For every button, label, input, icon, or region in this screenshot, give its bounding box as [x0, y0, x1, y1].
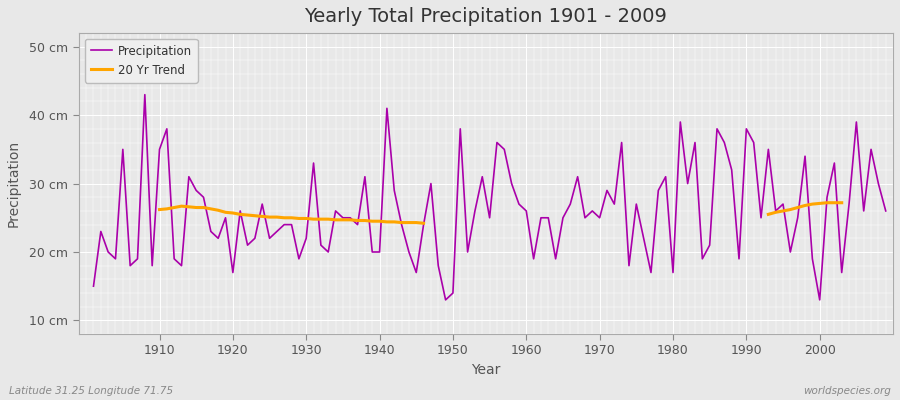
20 Yr Trend: [367, 219, 378, 224]
Y-axis label: Precipitation: Precipitation: [7, 140, 21, 227]
20 Yr Trend: [198, 205, 209, 210]
20 Yr Trend: [279, 215, 290, 220]
20 Yr Trend: [301, 216, 311, 221]
X-axis label: Year: Year: [472, 363, 500, 377]
20 Yr Trend: [228, 210, 238, 215]
Precipitation: [440, 298, 451, 302]
20 Yr Trend: [374, 219, 385, 224]
20 Yr Trend: [272, 215, 283, 220]
20 Yr Trend: [154, 207, 165, 212]
20 Yr Trend: [345, 218, 356, 222]
Line: 20 Yr Trend: 20 Yr Trend: [159, 206, 424, 223]
Precipitation: [154, 147, 165, 152]
20 Yr Trend: [418, 221, 429, 226]
20 Yr Trend: [184, 204, 194, 209]
20 Yr Trend: [264, 215, 274, 220]
20 Yr Trend: [352, 218, 363, 223]
Precipitation: [536, 215, 546, 220]
Precipitation: [316, 243, 327, 248]
20 Yr Trend: [382, 220, 392, 224]
Title: Yearly Total Precipitation 1901 - 2009: Yearly Total Precipitation 1901 - 2009: [304, 7, 668, 26]
20 Yr Trend: [249, 213, 260, 218]
Text: worldspecies.org: worldspecies.org: [803, 386, 891, 396]
20 Yr Trend: [293, 216, 304, 221]
Text: Latitude 31.25 Longitude 71.75: Latitude 31.25 Longitude 71.75: [9, 386, 173, 396]
Legend: Precipitation, 20 Yr Trend: Precipitation, 20 Yr Trend: [85, 39, 198, 83]
Precipitation: [880, 208, 891, 213]
Line: Precipitation: Precipitation: [94, 95, 886, 300]
Precipitation: [140, 92, 150, 97]
20 Yr Trend: [338, 218, 348, 222]
20 Yr Trend: [316, 217, 327, 222]
20 Yr Trend: [176, 204, 187, 208]
20 Yr Trend: [205, 206, 216, 211]
20 Yr Trend: [286, 215, 297, 220]
Precipitation: [88, 284, 99, 288]
20 Yr Trend: [191, 205, 202, 210]
20 Yr Trend: [323, 217, 334, 222]
20 Yr Trend: [389, 220, 400, 224]
20 Yr Trend: [256, 214, 267, 219]
20 Yr Trend: [235, 212, 246, 217]
20 Yr Trend: [212, 208, 223, 213]
20 Yr Trend: [330, 218, 341, 222]
20 Yr Trend: [359, 218, 370, 223]
20 Yr Trend: [396, 220, 407, 225]
20 Yr Trend: [161, 206, 172, 211]
20 Yr Trend: [220, 210, 231, 215]
Precipitation: [528, 256, 539, 261]
20 Yr Trend: [411, 220, 422, 225]
Precipitation: [624, 263, 634, 268]
20 Yr Trend: [403, 220, 414, 225]
20 Yr Trend: [242, 213, 253, 218]
20 Yr Trend: [169, 205, 180, 210]
20 Yr Trend: [308, 217, 319, 222]
Precipitation: [359, 174, 370, 179]
